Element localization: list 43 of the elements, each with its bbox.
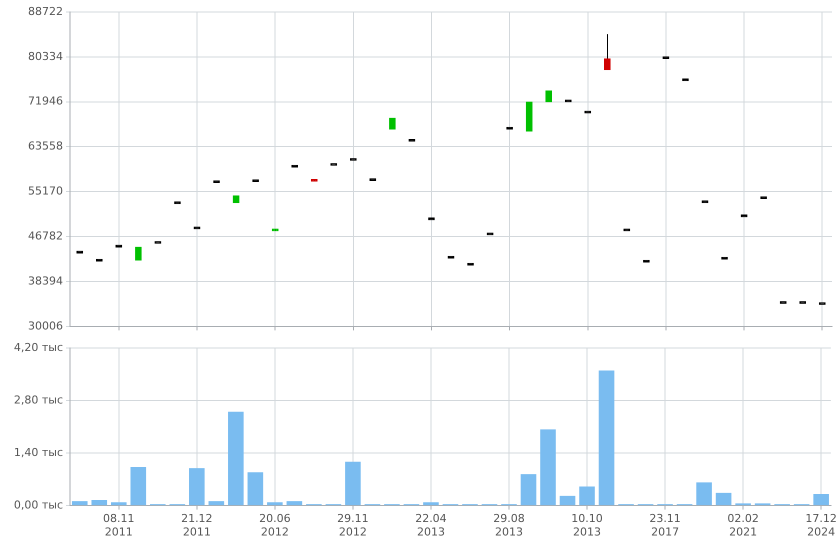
x-tick-label: 29.08 2013 [493, 512, 525, 538]
bar [716, 492, 732, 506]
y-tick-label: 38394 [28, 274, 63, 288]
bar [560, 496, 576, 506]
x-tick-label: 20.06 2012 [259, 512, 291, 538]
bar [130, 466, 146, 506]
bar [110, 502, 127, 506]
x-tick-label: 23.11 2017 [649, 512, 681, 538]
y-tick-label: 30006 [28, 319, 63, 332]
bar [72, 501, 88, 506]
y-tick-label: 4,20 тыс [14, 340, 63, 354]
x-tick-label: 21.12 2011 [181, 512, 213, 538]
y-tick-label: 55170 [28, 184, 63, 198]
y-tick-label: 80334 [28, 50, 63, 63]
bar [267, 502, 283, 506]
bar [540, 429, 556, 506]
bar [228, 412, 244, 506]
bar [520, 474, 536, 506]
y-tick-label: 1,40 тыс [14, 446, 63, 459]
y-tick-label: 46782 [28, 229, 63, 242]
y-tick-label: 63558 [28, 140, 63, 153]
bar [345, 462, 361, 506]
x-tick-label: 02.02 2021 [727, 512, 759, 538]
y-tick-label: 0,00 тыс [14, 498, 63, 512]
x-tick-label: 17.12 2024 [805, 512, 837, 538]
y-tick-label: 88722 [28, 4, 63, 18]
bar [248, 472, 264, 506]
candlestick [486, 232, 494, 236]
bar [91, 500, 108, 506]
bar [423, 502, 439, 506]
x-tick-label: 08.11 2011 [103, 512, 135, 538]
bar [286, 501, 302, 506]
x-tick-label: 10.10 2013 [571, 512, 603, 538]
x-tick-label: 22.04 2013 [415, 512, 447, 538]
y-tick-label: 71946 [28, 94, 63, 108]
bar [208, 501, 224, 506]
bar [598, 370, 614, 506]
bar [579, 486, 595, 506]
x-tick-label: 29.11 2012 [337, 512, 369, 538]
y-tick-label: 2,80 тыс [14, 393, 63, 406]
bar [189, 468, 205, 506]
bar [813, 494, 829, 506]
bar [696, 482, 712, 506]
